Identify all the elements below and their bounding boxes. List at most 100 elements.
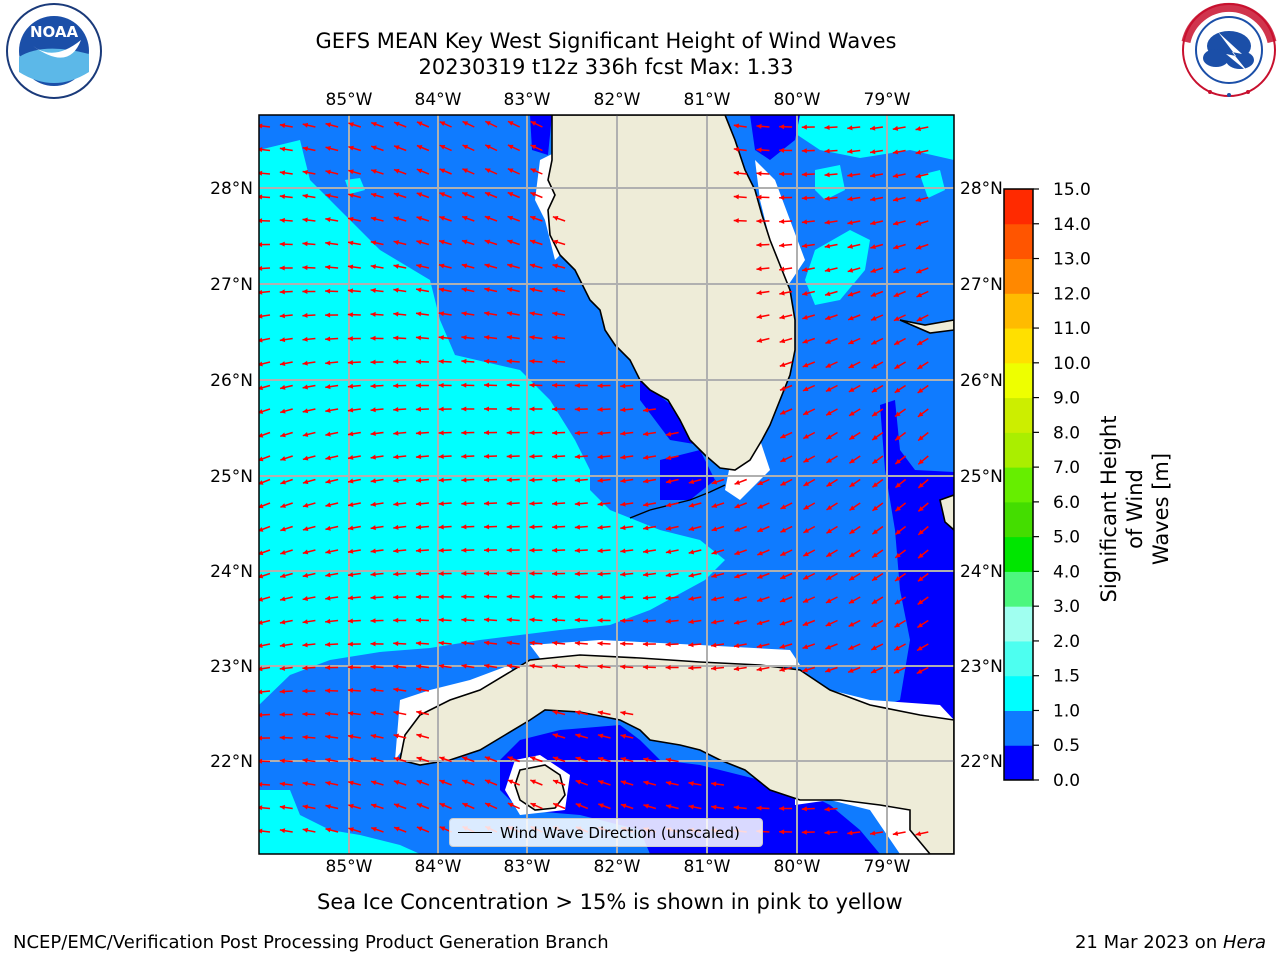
wave-direction-arrowhead <box>825 667 831 673</box>
colorbar-tick-label: 5.0 <box>1053 528 1080 548</box>
wave-direction-arrowhead <box>348 757 354 763</box>
wave-direction-arrowhead <box>415 359 422 365</box>
wave-direction-arrowhead <box>688 526 695 531</box>
wave-direction-arrowhead <box>529 663 535 669</box>
wave-direction-arrowhead <box>461 287 468 293</box>
wave-direction-arrowhead <box>462 121 469 126</box>
wave-direction-arrowhead <box>918 459 924 465</box>
wave-direction-arrowhead <box>802 621 809 626</box>
wave-direction-arrowhead <box>529 453 535 459</box>
wave-direction-arrowhead <box>259 735 263 741</box>
colorbar-label-line1: Significant Height of Wind <box>1097 415 1147 603</box>
wave-direction-arrowhead <box>302 217 308 223</box>
wave-direction-arrowhead <box>370 710 377 716</box>
wave-direction-arrowhead <box>394 826 400 832</box>
wave-direction-arrowhead <box>259 361 263 367</box>
wave-direction-arrowhead <box>259 620 263 625</box>
wave-direction-arrowhead <box>416 239 422 245</box>
wave-direction-arrowhead <box>438 454 444 459</box>
wave-direction-arrowhead <box>825 291 831 297</box>
wave-direction-arrowhead <box>552 359 558 364</box>
wave-direction-arrowhead <box>325 804 331 810</box>
map-legend: Wind Wave Direction (unscaled) <box>449 818 763 847</box>
wave-direction-arrowhead <box>575 803 582 808</box>
wave-direction-arrowhead <box>529 524 535 530</box>
wave-direction-arrowhead <box>484 358 490 364</box>
wave-direction-arrowhead <box>848 645 854 650</box>
wave-direction-arrowhead <box>870 196 876 202</box>
wave-direction-arrowhead <box>506 406 512 412</box>
wave-direction-arrowhead <box>506 547 512 553</box>
wave-direction-arrowhead <box>801 829 807 835</box>
wave-direction-arrowhead <box>439 121 446 126</box>
wave-direction-arrowhead <box>279 289 285 295</box>
wave-direction-arrowhead <box>484 406 490 412</box>
wave-direction-arrowhead <box>620 383 626 389</box>
wave-direction-arrowhead <box>803 434 809 439</box>
wave-direction-arrowhead <box>484 287 490 293</box>
wave-direction-arrowhead <box>894 340 900 345</box>
wave-direction-arrowhead <box>279 313 285 319</box>
colorbar-bin <box>1004 467 1033 503</box>
wave-direction-arrowhead <box>643 478 649 484</box>
wave-direction-arrowhead <box>779 195 785 201</box>
wave-direction-arrowhead <box>325 502 331 508</box>
lat-tick-label: 24°N <box>960 562 1003 582</box>
colorbar-tick-label: 4.0 <box>1053 562 1080 582</box>
wave-direction-arrowhead <box>371 803 377 809</box>
wave-direction-arrowhead <box>415 548 422 554</box>
wave-direction-arrowhead <box>575 779 582 785</box>
wave-direction-arrowhead <box>325 618 331 624</box>
wave-direction-arrowhead <box>872 575 878 581</box>
wave-direction-arrowhead <box>347 431 354 437</box>
wave-direction-arrowhead <box>302 336 308 342</box>
wave-direction-arrowhead <box>870 172 876 178</box>
wave-direction-arrowhead <box>279 642 286 648</box>
wave-direction-arrowhead <box>825 363 832 368</box>
wave-direction-arrowhead <box>643 803 649 809</box>
wave-direction-arrowhead <box>552 382 558 388</box>
wave-direction-arrowhead <box>415 640 422 646</box>
wave-direction-arrowhead <box>302 360 308 366</box>
wave-direction-arrowhead <box>393 687 399 693</box>
wave-direction-arrowhead <box>506 663 513 669</box>
lat-tick-label: 25°N <box>210 467 253 487</box>
wave-direction-arrowhead <box>325 193 331 199</box>
wave-direction-arrowhead <box>371 145 377 151</box>
wave-direction-arrowhead <box>826 481 833 487</box>
wave-direction-arrowhead <box>393 733 400 739</box>
noaa-logo: NOAA <box>6 3 102 99</box>
wave-direction-arrowhead <box>279 337 286 343</box>
wave-direction-arrowhead <box>871 363 878 369</box>
wave-direction-arrowhead <box>507 239 513 245</box>
wave-direction-arrowhead <box>597 383 603 389</box>
wave-direction-arrowhead <box>825 598 832 603</box>
wave-direction-arrowhead <box>393 756 400 762</box>
wave-direction-arrowhead <box>484 239 491 245</box>
wave-direction-arrowhead <box>620 594 626 600</box>
lon-tick-label: 80°W <box>774 90 821 110</box>
wave-direction-arrowhead <box>894 599 901 605</box>
wave-direction-arrowhead <box>665 478 672 484</box>
wave-direction-arrowhead <box>370 288 376 294</box>
wave-direction-arrowhead <box>756 314 763 319</box>
wave-direction-arrowhead <box>506 617 512 623</box>
wave-direction-arrowhead <box>461 617 467 623</box>
wave-direction-arrowhead <box>894 387 901 393</box>
wave-direction-arrowhead <box>370 664 376 670</box>
wave-direction-arrowhead <box>733 194 739 200</box>
footer-branch: NCEP/EMC/Verification Post Processing Pr… <box>13 932 609 953</box>
wave-direction-arrowhead <box>734 550 740 556</box>
wave-direction-arrowhead <box>872 505 878 511</box>
wave-direction-arrowhead <box>506 524 512 530</box>
wave-direction-arrowhead <box>848 315 854 321</box>
wave-direction-arrowhead <box>643 431 649 437</box>
wave-direction-arrowhead <box>530 756 536 762</box>
wave-direction-arrowhead <box>416 756 423 762</box>
wave-direction-arrowhead <box>325 688 331 694</box>
wave-direction-arrowhead <box>552 547 558 553</box>
wave-direction-arrowhead <box>302 289 308 295</box>
wave-direction-arrowhead <box>893 292 900 297</box>
wave-direction-arrowhead <box>439 803 446 808</box>
land-bahamas <box>899 319 954 334</box>
